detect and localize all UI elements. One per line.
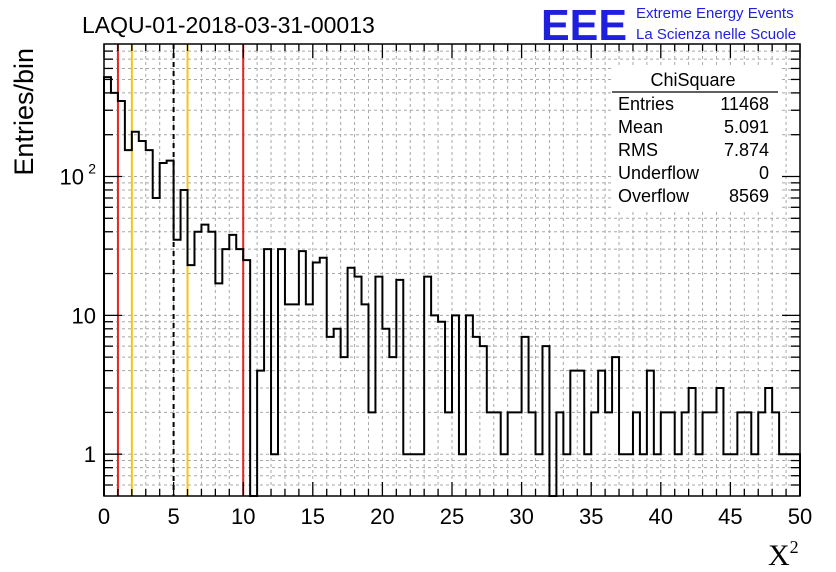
stats-row-label: Entries xyxy=(618,94,674,114)
x-tick-label: 25 xyxy=(440,504,464,529)
x-tick-labels: 0 5 10 15 20 25 30 35 40 45 50 xyxy=(98,504,812,529)
axis-ticks xyxy=(103,44,801,496)
eee-logo-mark: EEE xyxy=(541,1,627,50)
logo-line-2: La Scienza nelle Scuole xyxy=(636,26,796,43)
y-axis-label: Entries/bin xyxy=(9,48,39,176)
stats-row-label: Overflow xyxy=(618,186,690,206)
histogram-outline xyxy=(103,76,801,497)
y-tick-label: 10 xyxy=(60,164,84,189)
stats-row-label: Mean xyxy=(618,117,663,137)
logo-line-1: Extreme Energy Events xyxy=(636,5,794,22)
stats-row-label: RMS xyxy=(618,140,658,160)
x-tick-label: 0 xyxy=(98,504,110,529)
stats-box-title: ChiSquare xyxy=(650,70,735,90)
x-tick-label: 10 xyxy=(231,504,255,529)
stats-box: ChiSquare Entries 11468 Mean 5.091 RMS 7… xyxy=(612,68,780,211)
x-tick-label: 20 xyxy=(370,504,394,529)
x-tick-label: 30 xyxy=(509,504,533,529)
vertical-marker-lines xyxy=(116,44,245,496)
x-tick-label: 45 xyxy=(718,504,742,529)
x-tick-label: 50 xyxy=(788,504,812,529)
x-tick-label: 35 xyxy=(579,504,603,529)
stats-row-value: 11468 xyxy=(720,94,769,114)
y-tick-label: 1 xyxy=(84,442,96,467)
x-tick-label: 40 xyxy=(649,504,673,529)
y-tick-label-exponent: 2 xyxy=(88,160,96,176)
x-axis-label: X2 xyxy=(768,537,799,572)
x-tick-label: 5 xyxy=(167,504,179,529)
y-tick-label: 10 xyxy=(72,303,96,328)
stats-row-value: 7.874 xyxy=(724,140,769,160)
chart-title: LAQU-01-2018-03-31-00013 xyxy=(82,12,375,38)
eee-logo: EEE Extreme Energy Events La Scienza nel… xyxy=(541,1,796,50)
stats-row-value: 0 xyxy=(759,163,769,183)
stats-row-value: 8569 xyxy=(729,186,769,206)
stats-row-value: 5.091 xyxy=(724,117,769,137)
x-tick-label: 15 xyxy=(301,504,325,529)
stats-row-label: Underflow xyxy=(618,163,700,183)
x-axis-label-base: X xyxy=(768,539,790,572)
x-axis-label-superscript: 2 xyxy=(790,537,799,557)
